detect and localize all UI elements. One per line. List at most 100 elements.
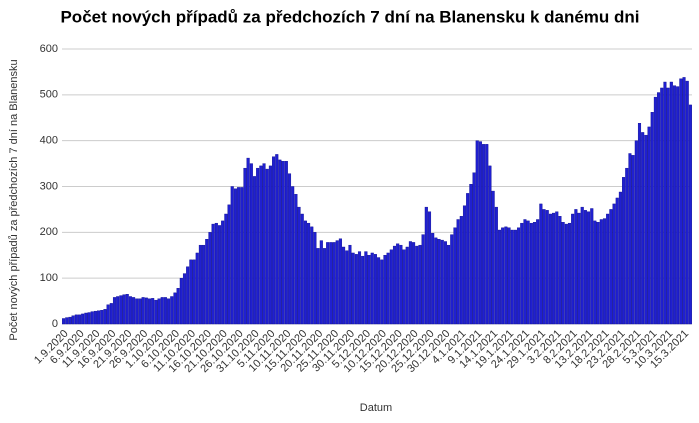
bar xyxy=(208,232,212,325)
bar xyxy=(459,216,463,325)
bar xyxy=(303,220,307,325)
bar xyxy=(440,239,444,325)
bar xyxy=(294,194,298,325)
bar xyxy=(287,173,292,325)
bar xyxy=(447,244,451,325)
bar xyxy=(415,245,419,325)
bar xyxy=(81,313,85,325)
bar xyxy=(176,288,180,325)
bar xyxy=(606,213,610,325)
bar xyxy=(631,155,635,325)
bar xyxy=(580,206,584,325)
bar xyxy=(380,259,384,325)
bar xyxy=(609,209,613,325)
bar xyxy=(386,252,390,325)
bar xyxy=(195,252,199,325)
bar xyxy=(469,184,473,325)
bar xyxy=(392,245,397,325)
bar xyxy=(453,227,457,325)
bar xyxy=(291,186,295,325)
bar xyxy=(90,311,94,325)
bar xyxy=(542,209,546,325)
bar xyxy=(256,167,260,325)
bar xyxy=(679,78,683,325)
bar xyxy=(154,299,158,325)
bar xyxy=(507,227,511,325)
bar xyxy=(510,229,514,325)
bar xyxy=(373,254,377,325)
bar xyxy=(497,229,502,325)
bar xyxy=(275,154,279,325)
bar xyxy=(424,206,428,325)
bar xyxy=(672,85,677,325)
y-tick-label: 100 xyxy=(40,272,58,284)
bar xyxy=(377,257,381,325)
bar xyxy=(456,219,460,325)
bar xyxy=(523,219,527,325)
bar xyxy=(383,255,387,325)
bar xyxy=(112,297,117,325)
bar xyxy=(237,187,241,325)
bar xyxy=(688,104,692,325)
y-tick-label: 400 xyxy=(40,135,58,147)
bar xyxy=(122,294,126,325)
bar xyxy=(329,242,333,325)
bar xyxy=(354,254,358,325)
bar xyxy=(259,165,263,325)
bar xyxy=(462,205,467,325)
bar xyxy=(622,177,626,325)
bar xyxy=(227,204,231,325)
y-tick-label: 600 xyxy=(40,43,58,55)
bar xyxy=(351,252,355,325)
bar xyxy=(128,296,132,325)
bar xyxy=(335,240,339,325)
bar xyxy=(345,250,349,325)
bar xyxy=(574,209,578,325)
bar xyxy=(485,144,489,325)
bar xyxy=(135,298,139,325)
x-axis-title: Datum xyxy=(360,402,392,414)
bar xyxy=(77,314,82,325)
bar xyxy=(431,233,435,325)
bar xyxy=(555,211,559,325)
bar xyxy=(224,213,228,325)
bar xyxy=(109,303,113,325)
bar xyxy=(494,206,498,325)
bar xyxy=(138,298,142,325)
bar xyxy=(625,167,629,325)
bar xyxy=(361,255,365,325)
bar xyxy=(249,163,253,325)
bar xyxy=(472,172,476,325)
bar xyxy=(427,211,432,325)
bar xyxy=(558,216,562,325)
bar xyxy=(501,227,505,325)
bar xyxy=(567,222,572,325)
bar xyxy=(297,206,301,325)
bar xyxy=(402,249,406,325)
bar xyxy=(529,222,533,325)
bar xyxy=(450,234,454,325)
bar xyxy=(408,241,412,325)
bar xyxy=(634,140,638,325)
bar xyxy=(202,244,206,325)
bar xyxy=(421,234,425,325)
bar xyxy=(217,225,222,325)
bar xyxy=(532,222,537,325)
bar xyxy=(628,153,632,325)
bar xyxy=(504,226,508,325)
bar xyxy=(173,292,177,325)
bar xyxy=(313,232,317,325)
bar xyxy=(160,297,164,325)
bar xyxy=(198,244,202,325)
bar xyxy=(437,239,441,325)
bar xyxy=(125,294,129,325)
bar xyxy=(676,86,680,325)
bar xyxy=(332,242,336,325)
bar xyxy=(100,310,104,325)
bar xyxy=(666,87,670,325)
bar xyxy=(281,161,285,325)
bar xyxy=(240,187,244,325)
bar xyxy=(475,140,479,325)
bar xyxy=(590,208,594,325)
bar xyxy=(278,159,282,325)
